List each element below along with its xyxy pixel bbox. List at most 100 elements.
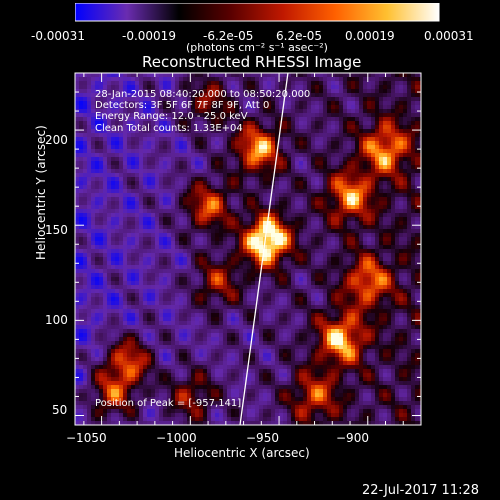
heatmap-cell (235, 249, 239, 253)
heatmap-cell (95, 77, 99, 81)
heatmap-cell (119, 193, 123, 197)
heatmap-cell (239, 149, 243, 153)
heatmap-cell (259, 145, 263, 149)
heatmap-cell (403, 221, 407, 225)
heatmap-cell (327, 189, 331, 193)
heatmap-cell (279, 261, 283, 265)
heatmap-cell (391, 217, 395, 221)
heatmap-cell (295, 117, 299, 121)
heatmap-cell (343, 165, 347, 169)
heatmap-cell (79, 197, 83, 201)
heatmap-cell (103, 109, 107, 113)
heatmap-cell (183, 181, 187, 185)
heatmap-cell (367, 181, 371, 185)
heatmap-cell (219, 117, 223, 121)
heatmap-cell (175, 265, 179, 269)
heatmap-cell (139, 121, 143, 125)
heatmap-cell (347, 149, 351, 153)
heatmap-cell (279, 173, 283, 177)
heatmap-cell (175, 273, 179, 277)
heatmap-cell (399, 157, 403, 161)
heatmap-cell (219, 185, 223, 189)
heatmap-cell (291, 261, 295, 265)
heatmap-cell (407, 85, 411, 89)
heatmap-cell (235, 141, 239, 145)
heatmap-cell (175, 105, 179, 109)
heatmap-cell (299, 193, 303, 197)
heatmap-cell (151, 73, 155, 77)
heatmap-cell (79, 105, 83, 109)
heatmap-cell (335, 289, 339, 293)
heatmap-cell (167, 89, 171, 93)
heatmap-cell (311, 157, 315, 161)
heatmap-cell (259, 225, 263, 229)
heatmap-cell (295, 221, 299, 225)
heatmap-cell (339, 89, 343, 93)
heatmap-cell (247, 113, 251, 117)
heatmap-cell (135, 257, 139, 261)
heatmap-cell (259, 101, 263, 105)
heatmap-cell (359, 229, 363, 233)
heatmap-cell (171, 229, 175, 233)
heatmap-cell (299, 97, 303, 101)
heatmap-cell (327, 101, 331, 105)
heatmap-cell (343, 201, 347, 205)
heatmap-cell (307, 221, 311, 225)
heatmap-cell (371, 237, 375, 241)
heatmap-cell (131, 157, 135, 161)
heatmap-cell (243, 141, 247, 145)
heatmap-cell (187, 117, 191, 121)
heatmap-cell (407, 193, 411, 197)
heatmap-cell (335, 177, 339, 181)
heatmap-cell (379, 97, 383, 101)
heatmap-cell (179, 129, 183, 133)
heatmap-cell (115, 249, 119, 253)
heatmap-cell (247, 153, 251, 157)
heatmap-cell (343, 133, 347, 137)
heatmap-cell (255, 77, 259, 81)
heatmap-cell (215, 133, 219, 137)
heatmap-cell (91, 241, 95, 245)
heatmap-cell (411, 229, 415, 233)
heatmap-cell (203, 273, 207, 277)
heatmap-cell (375, 161, 379, 165)
heatmap-cell (303, 105, 307, 109)
heatmap-cell (303, 249, 307, 253)
heatmap-cell (87, 89, 91, 93)
heatmap-cell (295, 173, 299, 177)
heatmap-cell (95, 185, 99, 189)
heatmap-cell (155, 133, 159, 137)
heatmap-cell (279, 197, 283, 201)
heatmap-cell (135, 117, 139, 121)
heatmap-cell (115, 301, 119, 305)
heatmap-cell (263, 285, 267, 289)
heatmap-cell (311, 161, 315, 165)
heatmap-cell (215, 81, 219, 85)
heatmap-cell (311, 233, 315, 237)
heatmap-cell (99, 85, 103, 89)
heatmap-cell (247, 225, 251, 229)
heatmap-cell (159, 121, 163, 125)
heatmap-cell (151, 225, 155, 229)
heatmap-cell (327, 109, 331, 113)
heatmap-cell (227, 253, 231, 257)
heatmap-cell (175, 93, 179, 97)
heatmap-cell (159, 241, 163, 245)
heatmap-cell (127, 109, 131, 113)
heatmap-cell (271, 157, 275, 161)
heatmap-cell (339, 97, 343, 101)
heatmap-cell (371, 277, 375, 281)
heatmap-cell (371, 149, 375, 153)
heatmap-cell (339, 77, 343, 81)
heatmap-cell (239, 189, 243, 193)
heatmap-cell (399, 241, 403, 245)
heatmap-cell (367, 133, 371, 137)
heatmap-cell (259, 277, 263, 281)
heatmap-cell (167, 197, 171, 201)
heatmap-cell (163, 101, 167, 105)
heatmap-cell (311, 201, 315, 205)
heatmap-cell (375, 85, 379, 89)
heatmap-cell (267, 149, 271, 153)
heatmap-cell (143, 193, 147, 197)
heatmap-cell (343, 157, 347, 161)
